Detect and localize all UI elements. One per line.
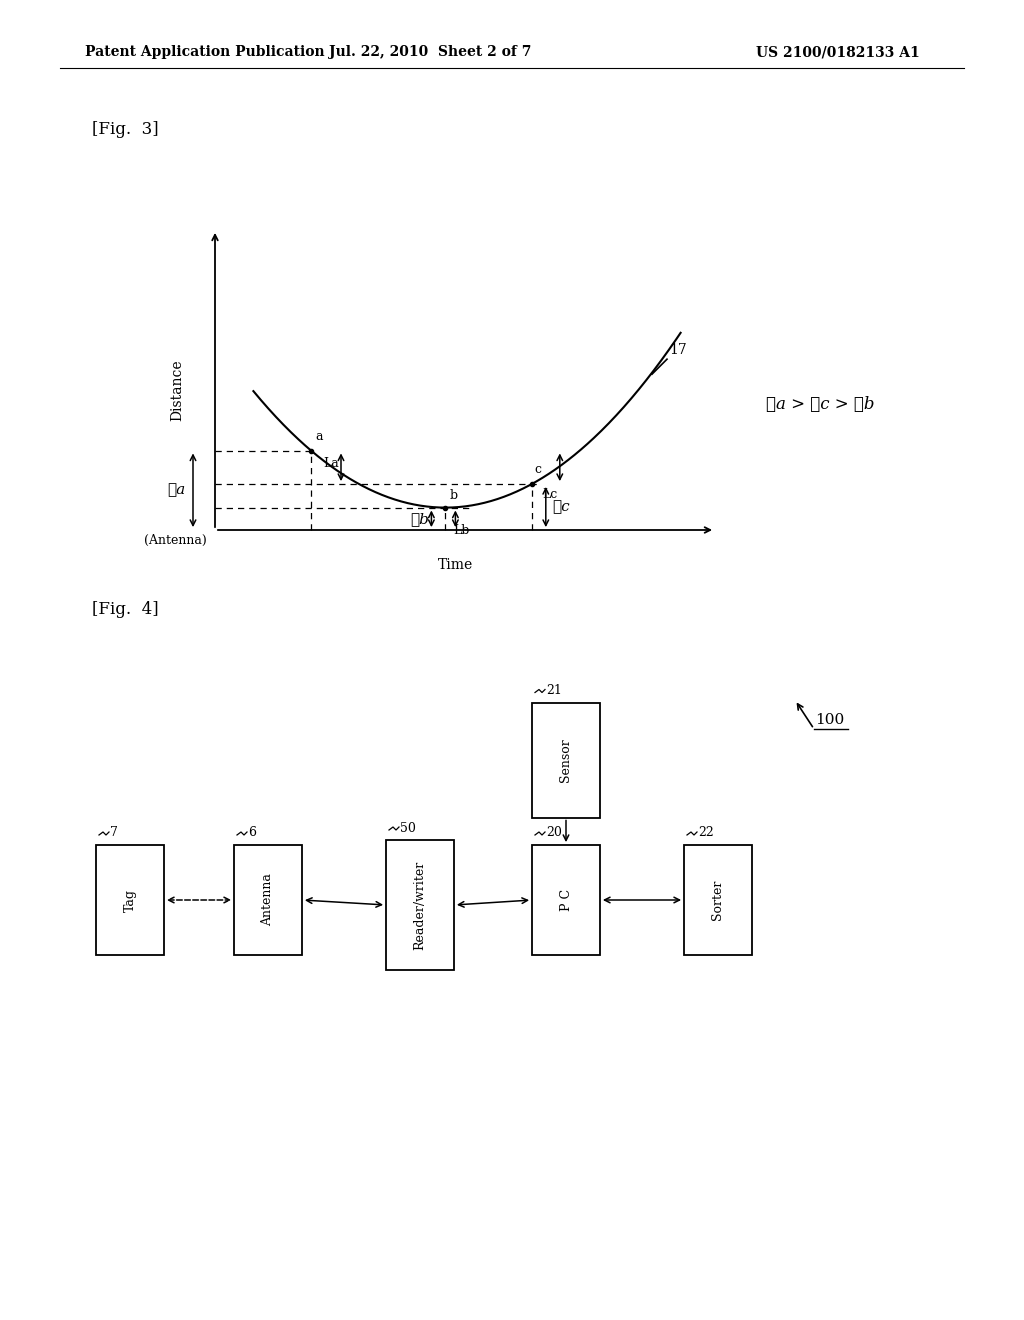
Text: US 2100/0182133 A1: US 2100/0182133 A1	[757, 45, 920, 59]
Text: [Fig.  3]: [Fig. 3]	[92, 121, 159, 139]
Text: 22: 22	[698, 826, 714, 840]
Text: 50: 50	[400, 821, 416, 834]
Bar	[532, 702, 600, 817]
Text: Tag: Tag	[124, 888, 136, 912]
Text: Lb: Lb	[454, 524, 470, 537]
Text: 100: 100	[815, 713, 844, 727]
Text: Reader/writer: Reader/writer	[414, 861, 427, 949]
Text: 17: 17	[669, 343, 687, 358]
Text: c: c	[535, 463, 542, 477]
Bar	[234, 845, 302, 954]
Bar	[386, 840, 454, 970]
Bar	[684, 845, 752, 954]
Text: ℓb: ℓb	[411, 512, 429, 525]
Text: (Antenna): (Antenna)	[144, 533, 207, 546]
Text: La: La	[323, 457, 339, 470]
Text: ℓa > ℓc > ℓb: ℓa > ℓc > ℓb	[766, 396, 874, 412]
Text: Sensor: Sensor	[559, 738, 572, 781]
Text: Jul. 22, 2010  Sheet 2 of 7: Jul. 22, 2010 Sheet 2 of 7	[329, 45, 531, 59]
Text: ℓa: ℓa	[167, 483, 185, 498]
Text: Sorter: Sorter	[712, 880, 725, 920]
Text: Antenna: Antenna	[261, 874, 274, 927]
Text: Lc: Lc	[542, 488, 557, 502]
Text: P C: P C	[559, 888, 572, 911]
Text: [Fig.  4]: [Fig. 4]	[92, 602, 159, 619]
Text: Distance: Distance	[170, 359, 184, 421]
Text: 7: 7	[110, 826, 118, 840]
Text: Patent Application Publication: Patent Application Publication	[85, 45, 325, 59]
Text: ℓc: ℓc	[552, 500, 569, 513]
Text: Time: Time	[437, 558, 473, 572]
Text: 20: 20	[546, 826, 562, 840]
Bar	[532, 845, 600, 954]
Bar	[96, 845, 164, 954]
Text: a: a	[315, 429, 323, 442]
Text: 6: 6	[248, 826, 256, 840]
Text: b: b	[450, 488, 458, 502]
Text: 21: 21	[546, 684, 562, 697]
